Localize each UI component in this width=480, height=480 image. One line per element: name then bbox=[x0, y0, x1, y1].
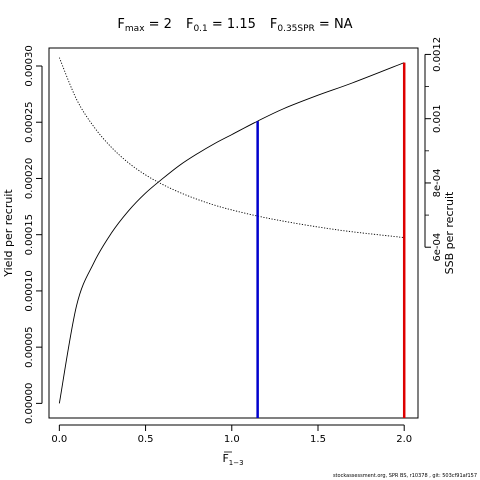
x-tick-label: 0.5 bbox=[138, 434, 154, 445]
chart-title: Fmax = 2 F0.1 = 1.15 F0.35SPR = NA bbox=[117, 17, 352, 34]
y-tick-label: 0.00020 bbox=[24, 158, 35, 199]
x-tick-label: 1.5 bbox=[310, 434, 326, 445]
footer-credit: stockassessment.org, SPR BS, r10378 , gi… bbox=[332, 473, 477, 479]
y2-tick-label: 0.001 bbox=[432, 104, 443, 133]
y2-axis-label: SSB per recruit bbox=[443, 191, 456, 274]
plot-frame bbox=[48, 47, 419, 419]
series-layer bbox=[58, 57, 405, 404]
x-tick-label: 1.0 bbox=[224, 434, 240, 445]
y2-tick-label: 8e-04 bbox=[432, 169, 443, 198]
x-tick-label: 2.0 bbox=[396, 434, 412, 445]
y-axis-left: 0.00000 0.00005 0.00010 0.00015 0.00020 0.000… bbox=[24, 45, 43, 424]
y-tick-label: 0.00025 bbox=[24, 102, 35, 143]
reference-lines bbox=[256, 62, 406, 418]
x-tick-label: 0.0 bbox=[51, 434, 67, 445]
y-tick-label: 0.00010 bbox=[24, 270, 35, 311]
y2-tick-label: 6e-04 bbox=[432, 233, 443, 262]
y-tick-label: 0.00000 bbox=[24, 383, 35, 424]
x-axis: 0.0 0.5 1.0 1.5 2.0 bbox=[51, 424, 412, 445]
y2-tick-label: 0.0012 bbox=[432, 37, 443, 72]
ssb-per-recruit-line bbox=[58, 57, 405, 239]
y-axis-right: 6e-04 8e-04 0.001 0.0012 bbox=[424, 37, 443, 262]
y-tick-label: 0.00030 bbox=[24, 45, 35, 86]
yield-per-recruit-line bbox=[58, 62, 405, 404]
y-axis-label: Yield per recruit bbox=[2, 189, 15, 278]
y-tick-label: 0.00015 bbox=[24, 214, 35, 255]
x-axis-label: F1−3 bbox=[222, 452, 243, 467]
y-tick-label: 0.00005 bbox=[24, 326, 35, 367]
